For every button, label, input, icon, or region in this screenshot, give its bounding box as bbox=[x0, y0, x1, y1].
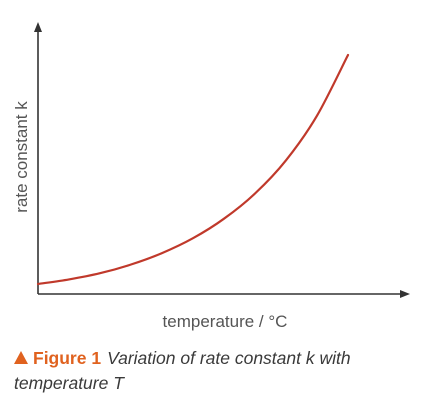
figure-label: Figure 1 bbox=[33, 348, 102, 368]
figure-caption: Figure 1 Variation of rate constant k wit… bbox=[14, 346, 424, 396]
chart: temperature / °C rate constant k bbox=[12, 22, 410, 331]
series-line bbox=[36, 53, 350, 286]
triangle-icon bbox=[14, 351, 28, 364]
y-axis-arrow-icon bbox=[34, 22, 42, 32]
x-axis-label: temperature / °C bbox=[163, 312, 288, 331]
figure-caption-text: Variation of rate constant k with temper… bbox=[14, 348, 351, 393]
x-axis-arrow-icon bbox=[400, 290, 410, 298]
y-axis-label: rate constant k bbox=[12, 101, 31, 213]
